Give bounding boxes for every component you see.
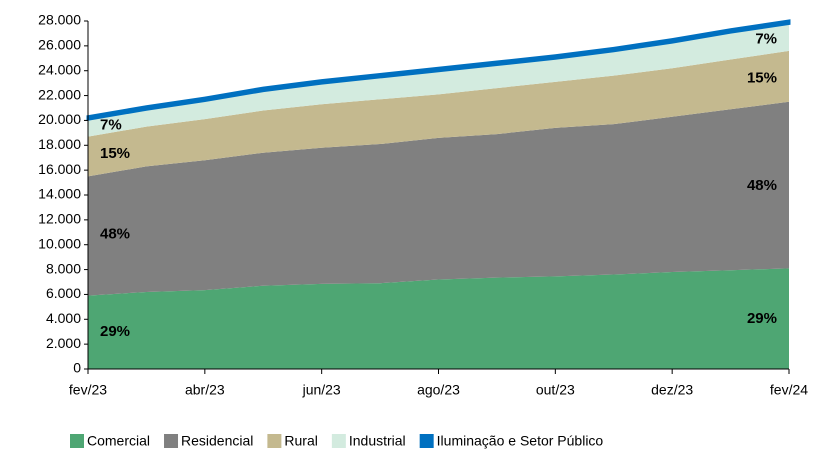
x-tick-label: jun/23 <box>302 382 341 398</box>
legend-label: Industrial <box>349 433 406 449</box>
share-label: 15% <box>747 69 777 86</box>
legend-swatch <box>70 434 84 448</box>
legend-swatch <box>164 434 179 448</box>
y-tick-label: 24.000 <box>38 61 81 77</box>
y-tick-label: 22.000 <box>38 86 81 102</box>
legend-label: Rural <box>284 433 317 449</box>
y-tick-label: 12.000 <box>38 211 81 227</box>
x-tick-label: fev/24 <box>770 382 808 398</box>
legend-swatch <box>267 434 282 448</box>
x-tick-label: abr/23 <box>185 382 225 398</box>
area <box>88 50 789 177</box>
x-tick-label: dez/23 <box>651 382 693 398</box>
legend-swatch <box>419 434 434 448</box>
y-tick-label: 20.000 <box>38 111 81 127</box>
area <box>88 101 789 296</box>
x-tick-label: fev/23 <box>69 382 107 398</box>
area <box>88 268 789 369</box>
y-tick-label: 18.000 <box>38 136 81 152</box>
area <box>86 19 791 121</box>
y-tick-label: 10.000 <box>38 235 81 251</box>
y-tick-label: 26.000 <box>38 37 81 53</box>
y-tick-label: 4.000 <box>46 310 81 326</box>
y-tick-label: 14.000 <box>38 186 81 202</box>
y-tick-label: 6.000 <box>46 285 81 301</box>
y-tick-label: 16.000 <box>38 161 81 177</box>
y-tick-label: 0 <box>73 360 81 376</box>
share-label: 29% <box>747 310 777 327</box>
x-tick-label: ago/23 <box>417 382 460 398</box>
share-label: 15% <box>100 145 130 162</box>
legend-swatch <box>331 434 346 448</box>
y-tick-label: 28.000 <box>38 12 81 28</box>
legend-label: Residencial <box>181 433 253 449</box>
share-label: 7% <box>755 30 777 47</box>
legend-label: Comercial <box>87 433 150 449</box>
y-tick-label: 8.000 <box>46 260 81 276</box>
legend-label: Iluminação e Setor Público <box>437 433 604 449</box>
y-tick-label: 2.000 <box>46 335 81 351</box>
share-label: 48% <box>100 225 130 242</box>
share-label: 29% <box>100 323 130 340</box>
x-tick-label: out/23 <box>536 382 575 398</box>
share-label: 48% <box>747 177 777 194</box>
share-label: 7% <box>100 116 122 133</box>
